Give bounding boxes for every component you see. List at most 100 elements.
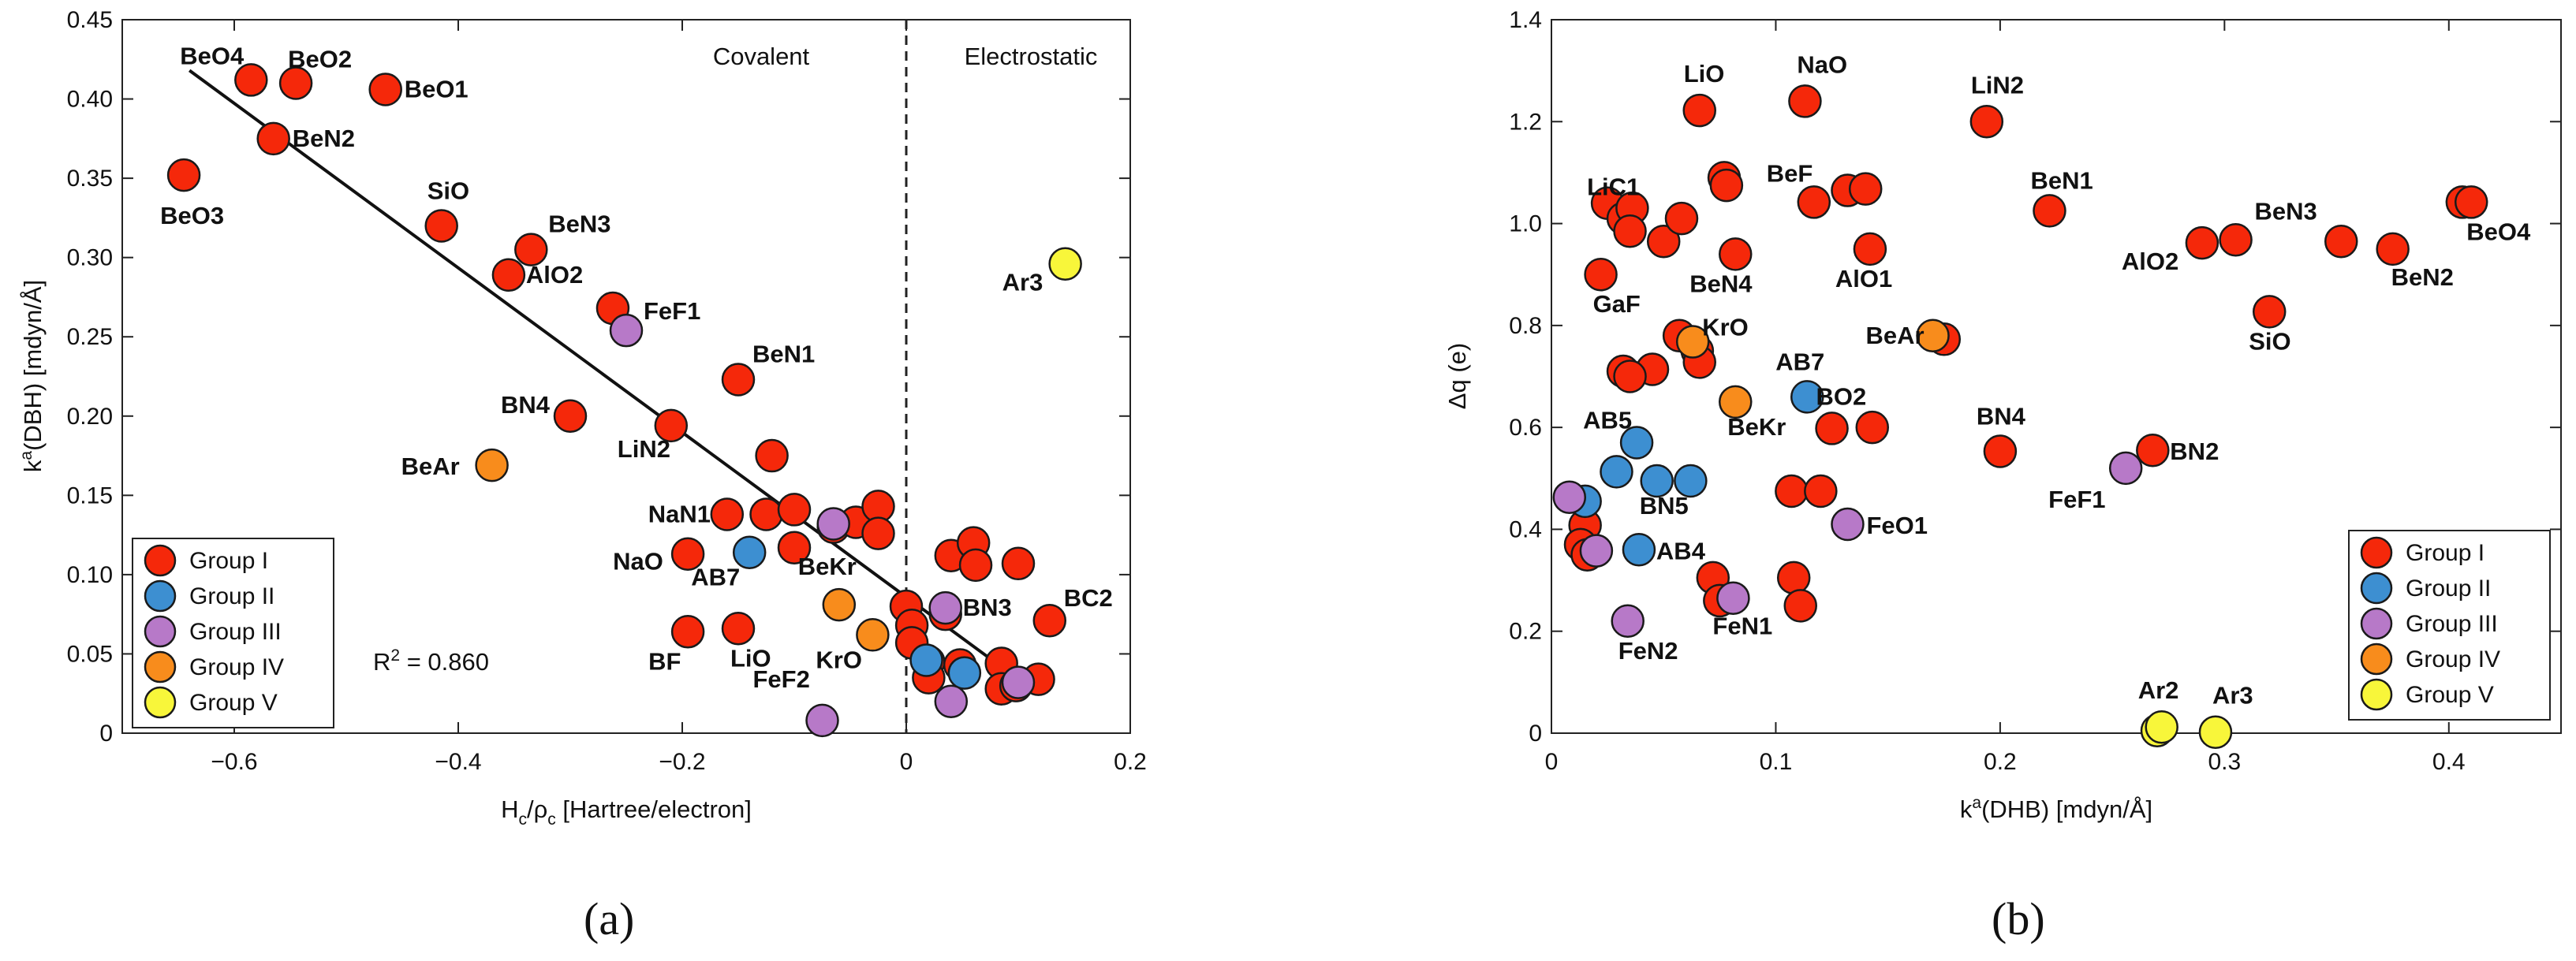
- data-point: [1682, 93, 1716, 128]
- data-point: [710, 497, 745, 531]
- legend-entry: Group III: [2406, 611, 2498, 637]
- data-point: [1916, 318, 1950, 353]
- y-tick-label: 1.2: [1509, 109, 1542, 135]
- data-point: [1709, 168, 1744, 203]
- r2-superscript: 2: [390, 646, 400, 665]
- legend-marker: [2360, 607, 2393, 640]
- data-point: [1622, 533, 1656, 567]
- data-point: [1584, 257, 1618, 292]
- data-point: [1718, 237, 1753, 271]
- legend-marker: [144, 686, 177, 719]
- point-label: LiO: [1684, 60, 1725, 88]
- data-point: [749, 497, 783, 531]
- point-label: NaO: [1797, 50, 1847, 78]
- point-label: BeO4: [180, 42, 245, 69]
- x-title-mid: /ρ: [527, 795, 547, 823]
- panel-b-points: [1552, 84, 2488, 749]
- data-point: [1613, 359, 1647, 393]
- data-point: [1001, 546, 1036, 581]
- y-tick-label: 0.05: [67, 641, 113, 667]
- point-label: SiO: [2249, 327, 2290, 355]
- data-point: [909, 643, 943, 677]
- panel-a-legend: Group I Group II Group III Group IV Group V: [132, 538, 334, 728]
- point-label: BeN2: [293, 125, 355, 152]
- panel-b-x-axis-title: ka(DHB) [mdyn/Å]: [1960, 794, 2152, 823]
- legend-entry: Group II: [2406, 575, 2491, 602]
- legend-marker: [144, 615, 177, 648]
- data-point: [1664, 201, 1699, 236]
- point-label: LiN2: [1971, 71, 2024, 99]
- data-point: [670, 615, 705, 649]
- y-title-main: k: [19, 460, 47, 472]
- panel-b-tag: (b): [1992, 893, 2045, 944]
- point-label: Ar2: [2138, 676, 2179, 704]
- data-point: [424, 209, 458, 243]
- point-label: BeF: [1767, 159, 1813, 187]
- point-label: LiN2: [618, 435, 670, 463]
- panel-b-y-axis-title: Δq (e): [1443, 343, 1471, 409]
- x-title-tail: [Hartree/electron]: [556, 795, 752, 823]
- point-label: AB4: [1656, 537, 1706, 564]
- data-point: [1600, 455, 1633, 489]
- point-label: AB7: [691, 564, 740, 591]
- x-tick-label: 0.3: [2208, 749, 2241, 775]
- legend-entry: Group I: [189, 548, 268, 574]
- y-tick-label: 0: [99, 721, 113, 747]
- y-tick-label: 0: [1529, 721, 1542, 747]
- data-point: [1797, 185, 1831, 219]
- legend-marker: [2360, 643, 2393, 676]
- legend-marker: [144, 579, 177, 613]
- data-point: [1718, 385, 1753, 419]
- point-label: LiO: [730, 644, 771, 672]
- x-tick-label: −0.4: [435, 749, 481, 775]
- data-point: [1969, 105, 2004, 139]
- legend-marker: [144, 650, 177, 684]
- panel-a-region-covalent: Covalent: [713, 43, 810, 70]
- data-point: [861, 516, 895, 550]
- data-point: [2033, 194, 2066, 228]
- y-tick-label: 0.40: [67, 87, 113, 113]
- point-label: BeO2: [288, 45, 352, 73]
- data-point: [777, 531, 812, 564]
- y-tick-label: 0.25: [67, 324, 113, 350]
- point-label: BeO4: [2466, 218, 2531, 245]
- point-label: BC2: [1064, 584, 1113, 612]
- legend-entry: Group III: [189, 619, 282, 645]
- point-label: FeF1: [2048, 486, 2105, 513]
- data-point: [553, 399, 588, 434]
- panel-a-tag: (a): [584, 893, 634, 944]
- data-point: [1853, 232, 1887, 266]
- data-point: [1848, 172, 1883, 206]
- y-tick-label: 0.2: [1509, 619, 1542, 645]
- data-point: [2454, 185, 2488, 219]
- data-point: [1790, 380, 1824, 414]
- y-tick-label: 0.8: [1509, 313, 1542, 339]
- data-point: [1640, 464, 1674, 498]
- data-point: [1831, 507, 1865, 542]
- point-label: KrO: [816, 646, 862, 673]
- panel-b-ticks: 0 0.1 0.2 0.3 0.4 0 0.2 0.4 0.6 0.8 1.0 1.2 1.4: [1509, 7, 2561, 775]
- data-point: [1613, 214, 1647, 248]
- point-label: AB5: [1583, 407, 1632, 434]
- data-point: [2145, 710, 2178, 744]
- r2-value: = 0.860: [400, 648, 489, 676]
- data-point: [1775, 474, 1809, 508]
- data-point: [732, 535, 767, 569]
- data-point: [2376, 232, 2410, 266]
- y-tick-label: 0.10: [67, 562, 113, 588]
- y-tick-label: 0.45: [67, 7, 113, 33]
- data-point: [166, 158, 201, 192]
- point-label: Ar3: [2212, 682, 2253, 710]
- y-tick-label: 0.30: [67, 245, 113, 271]
- point-label: FeN2: [1618, 637, 1678, 665]
- point-label: BeO1: [405, 75, 469, 102]
- panel-a-point-labels: BeO3 BeO4 BeO2 BeN2 BeO1 SiO BeN3 AlO2 FeF1 BeN1 B…: [160, 42, 1113, 692]
- panel-a-ticks: −0.6 −0.4 −0.2 0 0.200.050.100.150.200.250.3…: [67, 7, 1147, 775]
- y-title-tail: (DBH) [mdyn/Å]: [19, 280, 47, 451]
- panel-b-legend: Group I Group II Group III Group IV Group V: [2348, 530, 2551, 721]
- point-label: BeN1: [752, 341, 815, 368]
- legend-marker: [144, 544, 177, 577]
- legend-entry: Group V: [189, 690, 278, 716]
- legend-entry: Group IV: [189, 654, 284, 680]
